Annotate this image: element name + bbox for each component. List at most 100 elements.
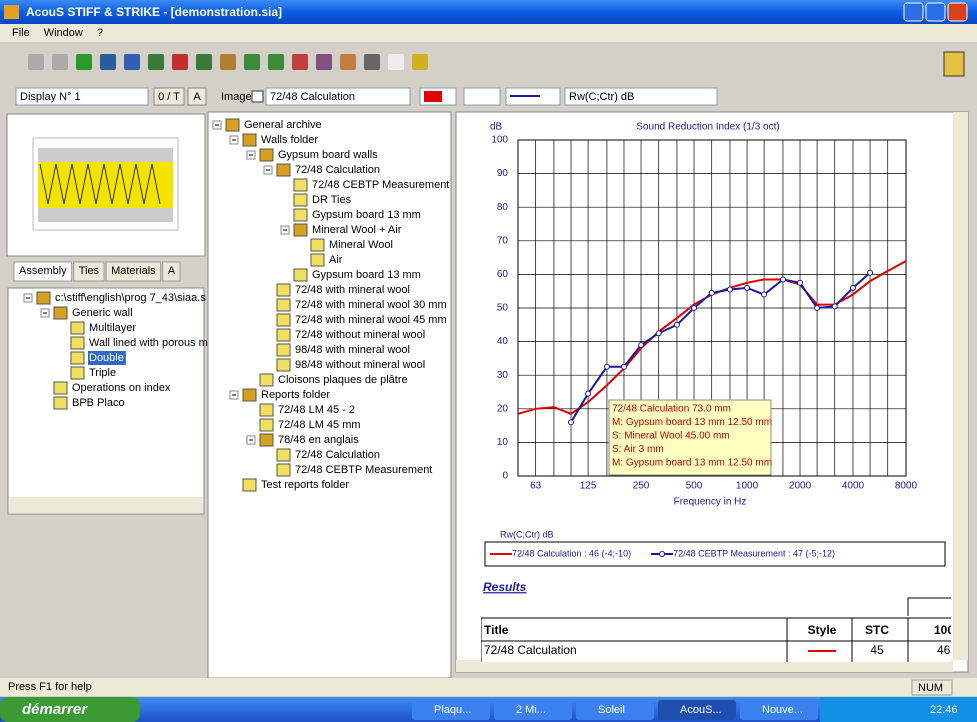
node-icon [294,224,307,236]
tree-label[interactable]: Gypsum board 13 mm [312,209,421,221]
node-icon [277,314,290,326]
tree-label[interactable]: Generic wall [72,307,133,319]
tree-label[interactable]: Mineral Wool + Air [312,224,402,236]
minimize[interactable] [904,3,923,21]
tree-label[interactable]: Reports folder [261,389,330,401]
series-marker [709,290,714,295]
tool-icon[interactable] [244,54,260,70]
tool-icon[interactable] [76,54,92,70]
results-link[interactable]: Results [483,580,527,594]
image-label: Image [221,91,252,103]
tool-icon[interactable] [220,54,236,70]
tool-icon[interactable] [944,52,964,76]
tree-label[interactable]: Test reports folder [261,479,349,491]
tree-label[interactable]: Mineral Wool [329,239,393,251]
node-icon [294,194,307,206]
tool-icon[interactable] [148,54,164,70]
tree-label[interactable]: Operations on index [72,382,171,394]
left-hscroll[interactable] [9,497,203,513]
tool-icon[interactable] [388,54,404,70]
tree-label[interactable]: 72/48 without mineral wool [295,329,425,341]
tool-icon[interactable] [364,54,380,70]
tree-label[interactable]: Triple [89,367,116,379]
tool-icon[interactable] [340,54,356,70]
y-tick-label: 80 [497,202,509,213]
node-icon [243,479,256,491]
tool-icon[interactable] [100,54,116,70]
tree-label[interactable]: 72/48 CEBTP Measurement [295,464,432,476]
tree-label[interactable]: BPB Placo [72,397,125,409]
status-num: NUM [918,682,943,694]
series-marker [762,292,767,297]
tab-label[interactable]: Materials [111,265,156,277]
tree-label[interactable]: c:\stiff\english\prog 7_43\siaa.s [55,292,206,304]
chart-title: Sound Reduction Index (1/3 oct) [636,122,779,133]
tree-label[interactable]: Gypsum board walls [278,149,378,161]
tool-icon[interactable] [172,54,188,70]
close[interactable] [948,3,967,21]
tree-label[interactable]: 72/48 with mineral wool 45 mm [295,314,447,326]
tree-label[interactable]: 72/48 LM 45 - 2 [278,404,355,416]
node-icon [71,352,84,364]
status-help: Press F1 for help [8,681,92,693]
legend-label: 72/48 CEBTP Measurement : 47 (-5;-12) [673,548,835,558]
series-marker [604,364,609,369]
node-icon [260,419,273,431]
tool-icon[interactable] [196,54,212,70]
tab-label[interactable]: Assembly [19,265,67,277]
tree-label[interactable]: Wall lined with porous m. [89,337,211,349]
node-icon [277,164,290,176]
tree-label[interactable]: 72/48 Calculation [295,164,380,176]
menu-item[interactable]: File [12,27,30,39]
a-button-text: A [193,91,201,103]
tree-label[interactable]: Cloisons plaques de plâtre [278,374,408,386]
tool-icon[interactable] [316,54,332,70]
index-select-text: Rw(C;Ctr) dB [569,91,634,103]
series-marker [798,280,803,285]
menu-item[interactable]: Window [44,27,83,39]
maximize[interactable] [926,3,945,21]
y-tick-label: 0 [502,471,508,482]
node-icon [277,344,290,356]
tree-label[interactable]: Gypsum board 13 mm [312,269,421,281]
tab-label[interactable]: A [168,265,176,277]
task-label: Nouve... [762,704,803,716]
task-label: AcouS... [680,704,722,716]
legend-label: 72/48 Calculation : 46 (-4;-10) [512,548,631,558]
tree-label[interactable]: 72/48 CEBTP Measurement [312,179,449,191]
menu-item[interactable]: ? [97,27,103,39]
window-title: AcouS STIFF & STRIKE - [demonstration.si… [26,5,282,19]
node-icon [277,284,290,296]
tree-label[interactable]: Double [89,352,124,364]
tree-label[interactable]: 78/48 en anglais [278,434,359,446]
tool-icon[interactable] [52,54,68,70]
x-tick-label: 63 [530,481,542,492]
tree-label[interactable]: Multilayer [89,322,136,334]
marker-select[interactable] [464,88,500,105]
tree-label[interactable]: 98/48 without mineral wool [295,359,425,371]
tree-label[interactable]: 72/48 Calculation [295,449,380,461]
node-icon [54,307,67,319]
annotation-line: S: Air 3 mm [612,444,664,455]
node-icon [294,269,307,281]
tree-label[interactable]: DR Ties [312,194,352,206]
tree-label[interactable]: 72/48 LM 45 mm [278,419,361,431]
x-tick-label: 125 [580,481,597,492]
image-checkbox[interactable] [252,91,263,102]
tree-label[interactable]: 72/48 with mineral wool 30 mm [295,299,447,311]
tree-label[interactable]: Air [329,254,343,266]
tool-icon[interactable] [28,54,44,70]
tree-label[interactable]: General archive [244,119,322,131]
tree-label[interactable]: 98/48 with mineral wool [295,344,410,356]
tool-icon[interactable] [124,54,140,70]
tab-label[interactable]: Ties [79,265,100,277]
node-icon [71,322,84,334]
tool-icon[interactable] [268,54,284,70]
vscroll[interactable] [953,112,968,660]
tool-icon[interactable] [412,54,428,70]
tree-label[interactable]: Walls folder [261,134,318,146]
series-marker [621,364,626,369]
tool-icon[interactable] [292,54,308,70]
series-marker [727,287,732,292]
tree-label[interactable]: 72/48 with mineral wool [295,284,410,296]
